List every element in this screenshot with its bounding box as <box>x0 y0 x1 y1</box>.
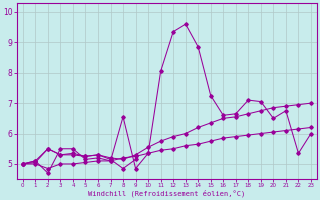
X-axis label: Windchill (Refroidissement éolien,°C): Windchill (Refroidissement éolien,°C) <box>88 190 245 197</box>
